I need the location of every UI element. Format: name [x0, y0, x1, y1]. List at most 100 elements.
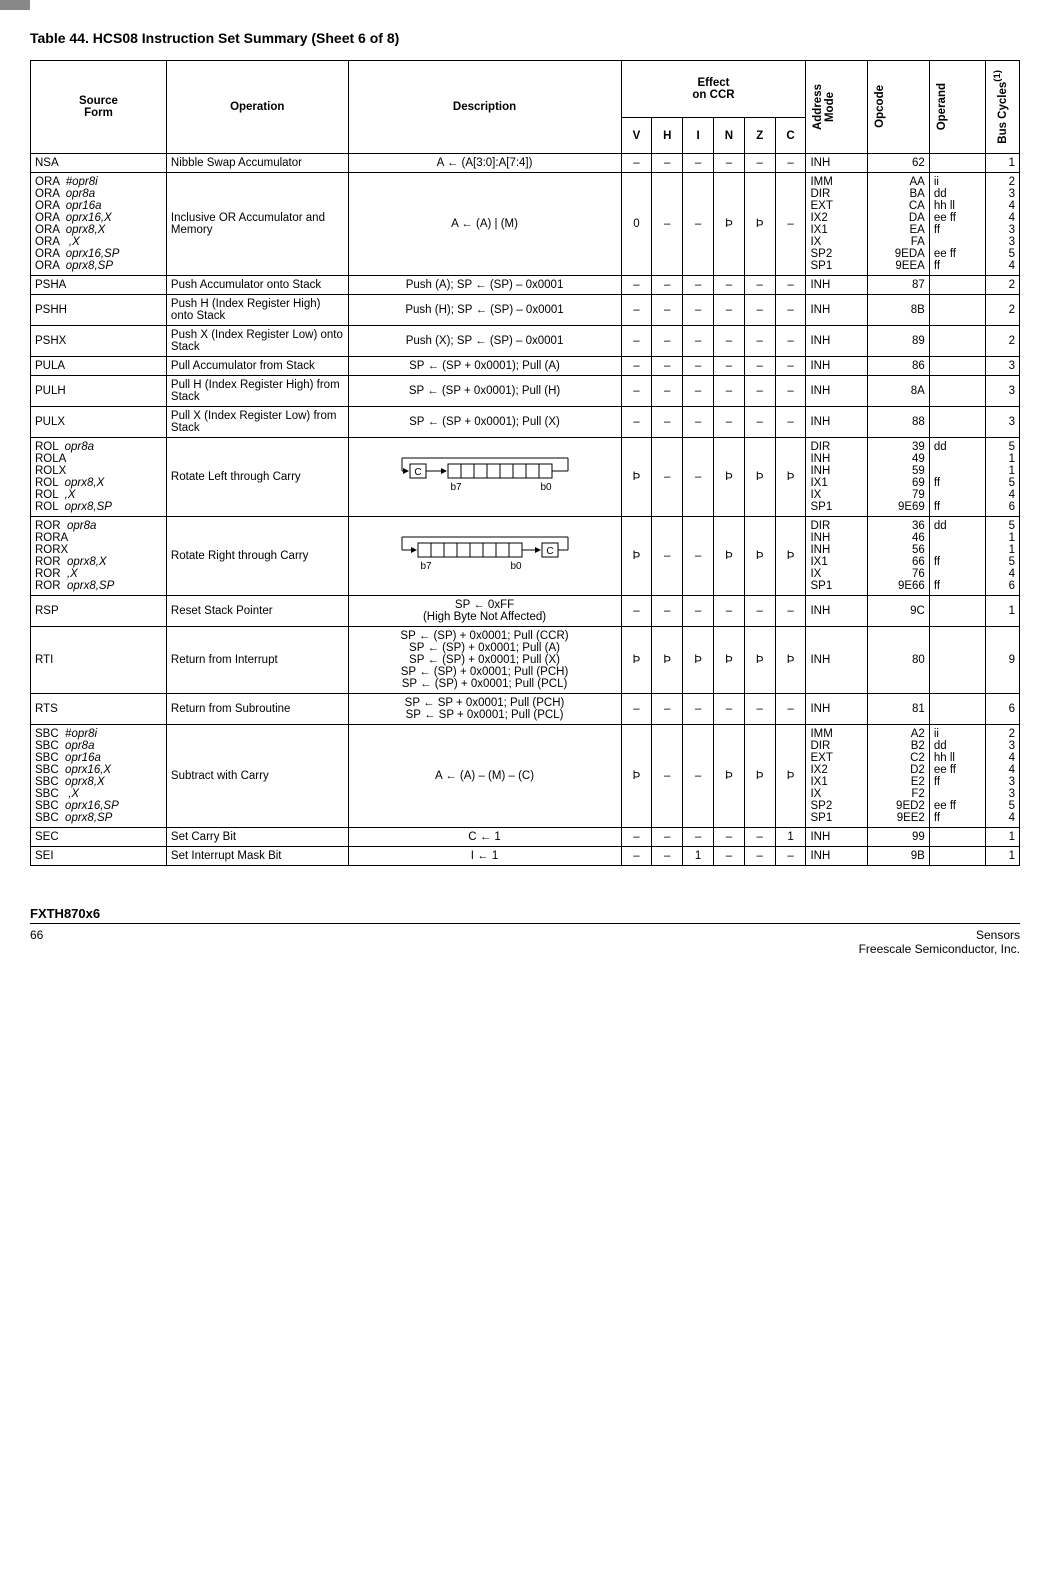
cell-operation: Return from Subroutine: [166, 693, 348, 724]
cell-ccr: –: [775, 153, 806, 172]
rotate-left-diagram: C b7 b0: [390, 452, 580, 502]
cell-operand: [929, 375, 985, 406]
cell-ccr: Þ: [775, 516, 806, 595]
cell-description: A ← (A) – (M) – (C): [348, 724, 621, 827]
cell-source: ROR opr8aRORARORXROR oprx8,XROR ,XROR op…: [31, 516, 167, 595]
cell-ccr: –: [652, 827, 683, 846]
cell-description: A ← (A[3:0]:A[7:4]): [348, 153, 621, 172]
cell-description: Push (A); SP ← (SP) – 0x0001: [348, 275, 621, 294]
header-opcode: Opcode: [868, 61, 930, 154]
cell-operand: [929, 294, 985, 325]
cell-ccr: –: [652, 325, 683, 356]
cell-ccr: –: [683, 153, 714, 172]
cell-source: RTI: [31, 626, 167, 693]
cell-ccr: –: [775, 275, 806, 294]
cell-ccr: Þ: [714, 724, 745, 827]
cell-ccr: Þ: [621, 724, 652, 827]
cell-opcode: 9C: [868, 595, 930, 626]
cell-bus-cycles: 1: [985, 153, 1019, 172]
cell-source: ROL opr8aROLAROLXROL oprx8,XROL ,XROL op…: [31, 437, 167, 516]
cell-bus-cycles: 2: [985, 275, 1019, 294]
cell-ccr: –: [775, 172, 806, 275]
cell-ccr: Þ: [744, 172, 775, 275]
cell-operation: Nibble Swap Accumulator: [166, 153, 348, 172]
table-row: ROL opr8aROLAROLXROL oprx8,XROL ,XROL op…: [31, 437, 1020, 516]
cell-ccr: –: [683, 827, 714, 846]
cell-opcode: 39495969799E69: [868, 437, 930, 516]
cell-opcode: 87: [868, 275, 930, 294]
cell-ccr: –: [714, 356, 745, 375]
cell-opcode: 86: [868, 356, 930, 375]
cell-operation: Set Carry Bit: [166, 827, 348, 846]
cell-ccr: –: [775, 406, 806, 437]
cell-operand: [929, 406, 985, 437]
cell-source: RTS: [31, 693, 167, 724]
cell-ccr: 0: [621, 172, 652, 275]
header-source: Source Form: [31, 61, 167, 154]
cell-ccr: Þ: [683, 626, 714, 693]
footer-right-1: Sensors: [976, 928, 1020, 942]
cell-ccr: –: [652, 437, 683, 516]
cell-address-mode: IMMDIREXTIX2IX1IXSP2SP1: [806, 172, 868, 275]
cell-ccr: –: [683, 294, 714, 325]
cell-ccr: –: [714, 153, 745, 172]
cell-ccr: –: [683, 325, 714, 356]
cell-ccr: –: [744, 356, 775, 375]
table-row: RSPReset Stack PointerSP ← 0xFF(High Byt…: [31, 595, 1020, 626]
cell-ccr: Þ: [775, 626, 806, 693]
cell-source: PULX: [31, 406, 167, 437]
cell-source: PSHA: [31, 275, 167, 294]
cell-bus-cycles: 9: [985, 626, 1019, 693]
cell-operand: [929, 827, 985, 846]
cell-ccr: –: [683, 437, 714, 516]
cell-bus-cycles: 511546: [985, 516, 1019, 595]
cell-address-mode: INH: [806, 356, 868, 375]
cell-operand: iiddhh llee ffff ee ffff: [929, 172, 985, 275]
cell-ccr: Þ: [714, 516, 745, 595]
footer-right-2: Freescale Semiconductor, Inc.: [859, 942, 1020, 956]
cell-address-mode: INH: [806, 595, 868, 626]
cell-ccr: 1: [775, 827, 806, 846]
cell-address-mode: INH: [806, 406, 868, 437]
cell-ccr: –: [744, 693, 775, 724]
cell-opcode: A2B2C2D2E2F29ED29EE2: [868, 724, 930, 827]
table-row: PULAPull Accumulator from StackSP ← (SP …: [31, 356, 1020, 375]
cell-ccr: –: [744, 827, 775, 846]
cell-operand: dd ff ff: [929, 437, 985, 516]
cell-address-mode: INH: [806, 325, 868, 356]
svg-text:C: C: [414, 467, 421, 478]
cell-description: Push (X); SP ← (SP) – 0x0001: [348, 325, 621, 356]
header-ccr-i: I: [683, 118, 714, 153]
cell-ccr: –: [621, 325, 652, 356]
table-row: PSHAPush Accumulator onto StackPush (A);…: [31, 275, 1020, 294]
cell-ccr: –: [775, 325, 806, 356]
cell-ccr: –: [652, 172, 683, 275]
cell-operand: dd ff ff: [929, 516, 985, 595]
cell-ccr: –: [744, 406, 775, 437]
cell-operation: Push X (Index Register Low) onto Stack: [166, 325, 348, 356]
cell-ccr: –: [775, 693, 806, 724]
cell-opcode: 8B: [868, 294, 930, 325]
cell-operand: iiddhh llee ffff ee ffff: [929, 724, 985, 827]
cell-ccr: –: [621, 827, 652, 846]
cell-address-mode: INH: [806, 294, 868, 325]
header-ccr-c: C: [775, 118, 806, 153]
cell-ccr: –: [621, 153, 652, 172]
table-row: SEISet Interrupt Mask BitI ← 1––1–––INH9…: [31, 846, 1020, 865]
cell-source: PSHH: [31, 294, 167, 325]
cell-ccr: –: [683, 406, 714, 437]
cell-ccr: Þ: [775, 437, 806, 516]
cell-address-mode: INH: [806, 375, 868, 406]
cell-opcode: 88: [868, 406, 930, 437]
cell-ccr: –: [621, 846, 652, 865]
cell-source: SEC: [31, 827, 167, 846]
cell-ccr: –: [652, 294, 683, 325]
cell-address-mode: DIRINHINHIX1IXSP1: [806, 437, 868, 516]
cell-ccr: –: [714, 595, 745, 626]
cell-opcode: 81: [868, 693, 930, 724]
cell-ccr: 1: [683, 846, 714, 865]
cell-ccr: –: [775, 846, 806, 865]
header-ccr-v: V: [621, 118, 652, 153]
table-row: ORA #opr8iORA opr8aORA opr16aORA oprx16,…: [31, 172, 1020, 275]
cell-bus-cycles: 511546: [985, 437, 1019, 516]
